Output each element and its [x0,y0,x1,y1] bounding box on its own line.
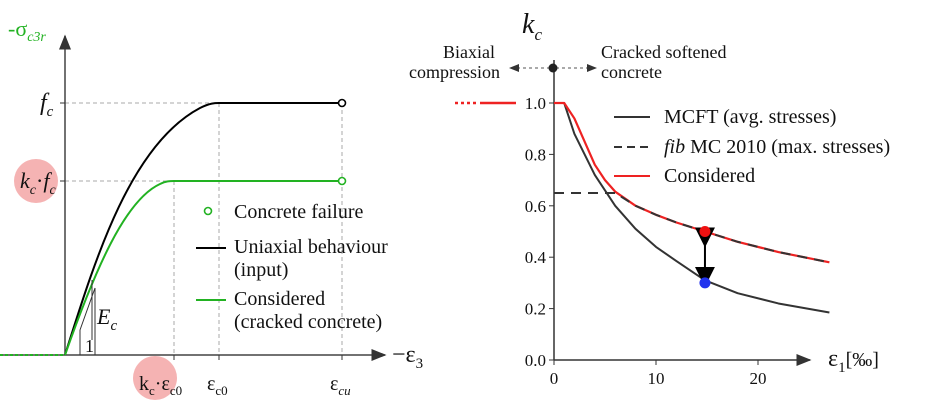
tick-ec0: εc0 [207,373,228,398]
y-tick-label: 0.4 [525,248,547,267]
y-tick-label: 0.8 [525,145,546,164]
left-y-label: -σc3r [8,16,46,45]
legend-uniaxial-label: Uniaxial behaviour [234,236,388,258]
y-tick-label: 0.0 [525,351,546,370]
y-tick-label: 1.0 [525,94,546,113]
point-considered [699,226,711,237]
y-tick-label: 0.2 [525,300,546,319]
region-divider-dot [548,63,558,73]
point-mcft [699,277,711,289]
legend-considered-label2: (cracked concrete) [234,311,382,333]
legend-considered-label-right: Considered [664,165,755,187]
tick-fc: fc [40,90,54,120]
kc-highlight-y [14,159,58,203]
x-tick-label: 0 [550,369,559,388]
left-x-label: −ε3 [392,342,423,372]
legend-fib-label: fib MC 2010 (max. stresses) [664,136,890,158]
legend-considered-label: Considered [234,288,325,310]
y-tick-label: 0.6 [525,197,546,216]
considered-curve [64,180,342,356]
uniaxial-curve [64,102,342,356]
legend-fib-rest: MC 2010 (max. stresses) [685,136,890,158]
right-x-label: ε1[‰] [828,346,879,376]
region-right-line1: Cracked softened [601,42,726,62]
legend-failure-marker [203,206,213,216]
right-ticks: 0.0 0.2 0.4 0.6 0.8 1.0 0 10 20 [525,94,767,388]
slope-triangle [79,287,96,355]
right-series [554,101,830,314]
x-tick-label: 10 [648,369,665,388]
tick-ecu: εcu [330,373,351,398]
failure-marker-uniaxial [337,98,347,108]
region-left-line2: compression [409,62,500,82]
region-left-line1: Biaxial [443,42,495,62]
right-y-label: kc [522,9,542,44]
x-tick-label: 20 [750,369,767,388]
right-legend: MCFT (avg. stresses) fib MC 2010 (max. s… [614,106,890,187]
series-fib-mc2010 [554,191,830,264]
series-mcft [554,102,830,314]
region-right-line2: concrete [601,62,662,82]
kc-highlight-x [133,356,177,400]
ec-annotation: Ec [96,304,117,334]
left-legend: Concrete failure Uniaxial behaviour (inp… [196,201,388,333]
legend-uniaxial-label2: (input) [234,259,288,281]
left-chart: 1 Ec -σc3r fc kc·fc kc·εc0 εc0 εcu −ε3 C… [0,16,423,400]
legend-mcft-label: MCFT (avg. stresses) [664,106,836,128]
failure-marker-considered [337,176,347,186]
slope-label: 1 [85,336,94,356]
legend-fib-italic: fib [664,136,685,158]
right-chart: Biaxial compression Cracked softened con… [409,9,890,388]
legend-failure-label: Concrete failure [234,201,363,223]
